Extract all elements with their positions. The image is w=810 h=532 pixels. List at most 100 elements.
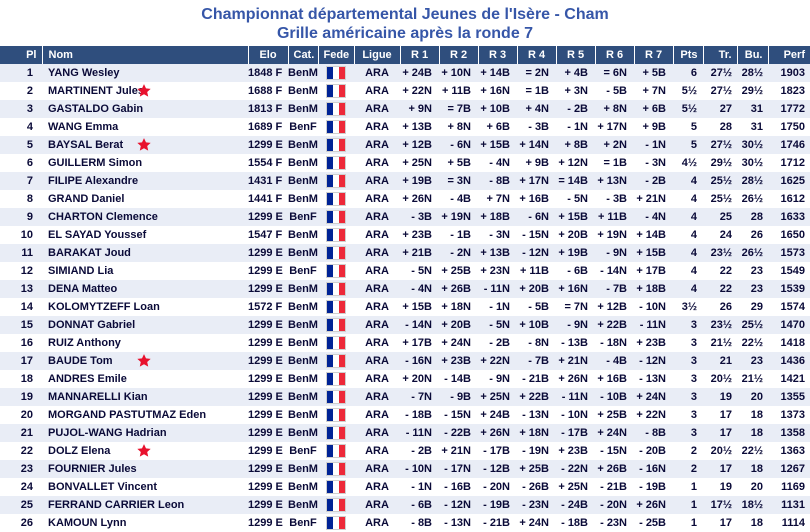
elo-cell: 1848 F	[248, 67, 283, 79]
table-row: 8 GRAND Daniel 1441 F BenM ARA + 26N - 4…	[0, 190, 810, 208]
elo-cell: 1441 F	[248, 193, 283, 205]
round-5-cell: = 7N	[564, 301, 588, 313]
round-2-cell: + 20B	[441, 319, 471, 331]
round-3-cell: + 25N	[480, 391, 510, 403]
round-1-cell: - 1N	[411, 481, 432, 493]
round-2-cell: + 11B	[441, 85, 471, 97]
round-2-cell: + 8N	[447, 121, 471, 133]
table-row: 2 MARTINENT Jules 1688 F BenM ARA + 22N …	[0, 82, 810, 100]
round-6-cell: - 14N	[600, 265, 627, 277]
performance-cell: 1267	[780, 463, 805, 475]
federation-cell	[318, 496, 354, 514]
tiebreak-tr-cell: 24	[719, 229, 732, 241]
round-6-cell: - 10B	[600, 391, 627, 403]
round-7-cell: - 12N	[639, 355, 666, 367]
elo-cell: 1299 E	[248, 211, 283, 223]
player-name: RUIZ Anthony	[48, 337, 121, 349]
round-1-cell: + 22N	[402, 85, 432, 97]
column-header-r3: R 3	[478, 46, 518, 64]
round-7-cell: - 20B	[639, 445, 666, 457]
round-5-cell: + 16N	[558, 283, 588, 295]
round-7-cell: + 22N	[636, 409, 666, 421]
round-3-cell: - 1N	[489, 301, 510, 313]
tiebreak-bu-cell: 23	[750, 265, 763, 277]
place-cell: 12	[20, 265, 33, 277]
player-name-cell: WANG Emma	[42, 118, 248, 136]
round-1-cell: + 9N	[408, 103, 432, 115]
place-cell: 8	[26, 193, 33, 205]
round-3-cell: + 18B	[480, 211, 510, 223]
round-6-cell: + 13N	[597, 175, 627, 187]
column-header-elo: Elo	[248, 46, 289, 64]
round-4-cell: - 6N	[528, 211, 549, 223]
elo-cell: 1431 F	[248, 175, 283, 187]
round-7-cell: - 8B	[645, 427, 666, 439]
tiebreak-tr-cell: 25½	[710, 175, 732, 187]
round-3-cell: + 10B	[480, 103, 510, 115]
performance-cell: 1633	[780, 211, 805, 223]
round-1-cell: - 11N	[405, 427, 432, 439]
round-2-cell: - 6N	[450, 139, 471, 151]
category-cell: BenM	[288, 103, 318, 115]
player-name-cell: KAMOUN Lynn	[42, 514, 248, 532]
player-name: BAYSAL Berat	[48, 139, 124, 151]
federation-cell	[318, 334, 354, 352]
round-1-cell: - 8B	[411, 517, 432, 529]
round-5-cell: + 19B	[558, 247, 588, 259]
category-cell: BenM	[288, 481, 318, 493]
round-5-cell: - 2B	[567, 103, 588, 115]
federation-cell	[318, 298, 354, 316]
performance-cell: 1712	[780, 157, 805, 169]
category-cell: BenF	[289, 265, 317, 277]
federation-cell	[318, 262, 354, 280]
category-cell: BenM	[288, 247, 318, 259]
player-name: BONVALLET Vincent	[48, 481, 157, 493]
round-5-cell: + 25N	[558, 481, 588, 493]
round-3-cell: - 3N	[489, 229, 510, 241]
federation-cell	[318, 370, 354, 388]
round-1-cell: + 26N	[402, 193, 432, 205]
federation-cell	[318, 406, 354, 424]
table-row: 14 KOLOMYTZEFF Loan 1572 F BenM ARA + 15…	[0, 298, 810, 316]
round-7-cell: + 7N	[642, 85, 666, 97]
federation-cell	[318, 442, 354, 460]
round-4-cell: + 16B	[519, 193, 549, 205]
round-4-cell: - 23N	[522, 499, 549, 511]
federation-cell	[318, 316, 354, 334]
league-cell: ARA	[365, 391, 389, 403]
table-row: 4 WANG Emma 1689 F BenF ARA + 13B + 8N +…	[0, 118, 810, 136]
round-7-cell: - 2B	[645, 175, 666, 187]
page-header: Championnat départemental Jeunes de l'Is…	[0, 0, 810, 46]
table-row: 20 MORGAND PASTUTMAZ Eden 1299 E BenM AR…	[0, 406, 810, 424]
category-cell: BenM	[288, 283, 318, 295]
player-name-cell: BAUDE Tom	[42, 352, 248, 370]
player-name-cell: RUIZ Anthony	[42, 334, 248, 352]
france-flag-icon	[326, 120, 346, 134]
league-cell: ARA	[365, 463, 389, 475]
player-name-cell: BARAKAT Joud	[42, 244, 248, 262]
elo-cell: 1299 E	[248, 355, 283, 367]
round-7-cell: + 21N	[636, 193, 666, 205]
league-cell: ARA	[365, 265, 389, 277]
elo-cell: 1689 F	[248, 121, 283, 133]
player-name-cell: MORGAND PASTUTMAZ Eden	[42, 406, 248, 424]
round-3-cell: + 15B	[480, 139, 510, 151]
france-flag-icon	[326, 174, 346, 188]
federation-cell	[318, 460, 354, 478]
table-row: 16 RUIZ Anthony 1299 E BenM ARA + 17B + …	[0, 334, 810, 352]
points-cell: 6	[690, 67, 697, 79]
tiebreak-bu-cell: 30½	[741, 139, 763, 151]
round-4-cell: - 3B	[528, 121, 549, 133]
player-name-cell: YANG Wesley	[42, 64, 248, 82]
place-cell: 9	[26, 211, 33, 223]
player-name-cell: FOURNIER Jules	[42, 460, 248, 478]
player-name-cell: BAYSAL Berat	[42, 136, 248, 154]
category-cell: BenM	[288, 337, 318, 349]
points-cell: 2	[690, 445, 697, 457]
table-row: 22 DOLZ Elena 1299 E BenF ARA - 2B + 21N…	[0, 442, 810, 460]
category-cell: BenF	[289, 121, 317, 133]
star-icon	[136, 443, 152, 459]
category-cell: BenM	[288, 499, 318, 511]
